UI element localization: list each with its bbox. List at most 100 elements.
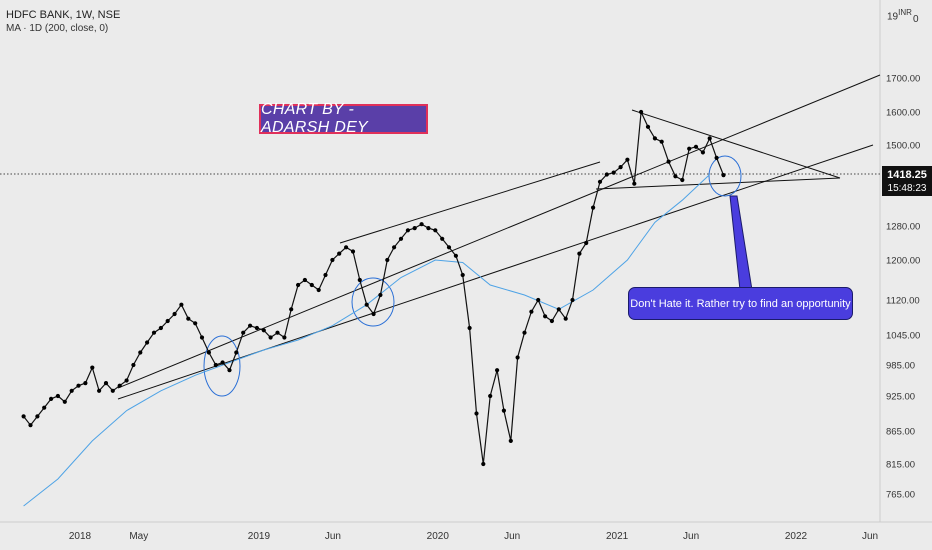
highlight-circle-1[interactable]: [203, 335, 241, 397]
price-point: [693, 144, 699, 149]
price-point: [515, 355, 520, 360]
price-point: [138, 350, 143, 355]
price-point: [371, 311, 376, 317]
price-point: [158, 325, 163, 331]
price-point: [337, 251, 342, 256]
lower-channel-line[interactable]: [117, 144, 874, 400]
price-point: [543, 314, 548, 319]
price-point: [364, 302, 369, 307]
price-tick-label: 1500.00: [886, 141, 920, 152]
price-point: [481, 461, 486, 467]
price-point: [124, 378, 129, 383]
trendlines[interactable]: [117, 74, 881, 400]
price-point: [323, 272, 328, 278]
price-point: [392, 245, 397, 250]
price-point: [350, 249, 356, 254]
price-point: [186, 316, 191, 321]
price-point: [673, 174, 678, 179]
highlight-circle-2[interactable]: [351, 277, 395, 327]
price-point: [110, 388, 115, 393]
price-point: [577, 251, 582, 256]
price-point: [213, 362, 218, 368]
price-point: [680, 177, 685, 183]
upper-channel-line[interactable]: [117, 74, 881, 389]
price-point: [49, 396, 54, 401]
axis-top-zero: 0: [913, 14, 919, 25]
price-point: [227, 368, 232, 373]
mid-channel-line[interactable]: [339, 161, 601, 244]
price-point: [440, 236, 445, 241]
symbol-title[interactable]: HDFC BANK, 1W, NSE: [6, 9, 121, 21]
callout-pointer: [729, 195, 753, 291]
chart-legend: HDFC BANK, 1W, NSE MA · 1D (200, close, …: [6, 9, 120, 35]
price-point: [707, 136, 712, 141]
price-point: [103, 381, 109, 386]
price-tick-label: 1120.00: [886, 296, 920, 307]
price-point: [316, 287, 321, 293]
price-point: [611, 170, 616, 175]
triangle-upper-line[interactable]: [631, 109, 841, 179]
price-point: [296, 282, 301, 288]
price-point: [309, 282, 314, 288]
price-point: [488, 393, 493, 399]
time-tick-label: 2022: [785, 531, 808, 542]
bar-countdown: 15:48:23: [887, 183, 927, 194]
price-tick-label: 985.00: [886, 361, 915, 372]
price-point: [90, 365, 95, 370]
price-axis: 1700.00 1600.00 1500.00 1280.00 1200.00 1120.…: [886, 74, 920, 501]
time-axis: 2018 May 2019 Jun 2020 Jun 2021 Jun 2022 Jun: [69, 531, 878, 542]
price-point: [76, 383, 81, 388]
price-point: [357, 277, 362, 283]
price-series: [21, 109, 726, 467]
chart-by-watermark[interactable]: CHART BY - ADARSH DEY: [259, 101, 428, 136]
price-point: [433, 228, 438, 233]
price-point: [666, 159, 671, 164]
price-point: [275, 330, 280, 335]
price-point: [302, 277, 307, 283]
price-point: [721, 173, 726, 178]
price-point: [131, 362, 136, 368]
price-point: [172, 311, 177, 317]
price-tick-label: 865.00: [886, 427, 915, 438]
price-point: [220, 360, 225, 365]
price-point: [563, 316, 568, 321]
price-point: [556, 307, 561, 312]
price-point: [460, 272, 465, 278]
price-point: [35, 414, 40, 419]
price-point: [645, 124, 651, 129]
price-point: [254, 325, 259, 331]
price-point: [55, 393, 61, 399]
time-tick-label: Jun: [862, 531, 878, 542]
indicator-label[interactable]: MA · 1D (200, close, 0): [6, 23, 109, 34]
currency-unit: INR: [898, 8, 912, 17]
highlight-circles[interactable]: [203, 155, 742, 397]
price-tick-label: 765.00: [886, 490, 915, 501]
time-tick-label: Jun: [683, 531, 699, 542]
price-point: [289, 307, 294, 312]
triangle-lower-line[interactable]: [595, 177, 841, 190]
annotation-callout[interactable]: Don't Hate it. Rather try to find an opp…: [628, 287, 853, 320]
price-point: [268, 335, 273, 340]
price-point: [700, 150, 706, 155]
time-tick-label: May: [129, 531, 148, 542]
price-point: [687, 146, 692, 151]
price-point: [467, 325, 472, 331]
time-tick-label: Jun: [325, 531, 341, 542]
price-point: [179, 302, 184, 307]
price-point: [652, 136, 658, 141]
price-point: [474, 411, 479, 416]
price-point: [597, 179, 603, 184]
price-tick-label: 1280.00: [886, 222, 920, 233]
price-point: [570, 297, 575, 303]
highlight-circle-3[interactable]: [708, 155, 742, 197]
price-point: [405, 228, 410, 233]
price-point: [234, 350, 239, 355]
price-tick-label: 815.00: [886, 460, 915, 471]
price-point: [625, 157, 630, 162]
price-point: [536, 297, 541, 303]
price-point: [165, 318, 170, 324]
price-point: [248, 323, 253, 328]
price-point: [42, 405, 47, 410]
price-point: [193, 321, 198, 326]
